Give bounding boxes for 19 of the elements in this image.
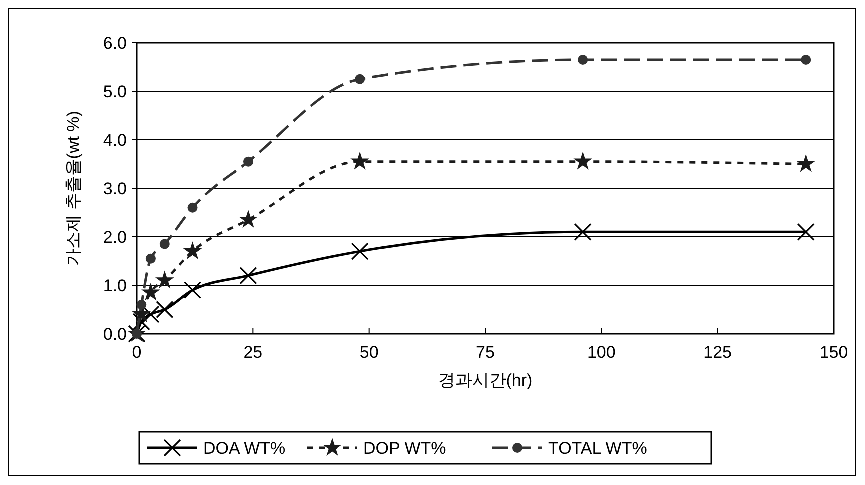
x-tick-label: 75: [476, 343, 495, 362]
legend-label: DOA WT%: [204, 439, 286, 458]
y-tick-label: 2.0: [103, 228, 127, 247]
y-tick-label: 3.0: [103, 180, 127, 198]
x-tick-label: 25: [244, 343, 263, 362]
y-tick-label: 5.0: [103, 82, 127, 102]
legend-label: DOP WT%: [364, 439, 446, 458]
legend-label: TOTAL WT%: [548, 439, 648, 458]
y-tick-label: 6.0: [103, 34, 127, 53]
x-tick-label: 0: [132, 343, 142, 362]
y-tick-label: 1.0: [103, 276, 127, 296]
x-tick-label: 50: [360, 343, 379, 362]
y-tick-label: 4.0: [103, 131, 127, 150]
x-tick-label: 150: [820, 343, 848, 362]
x-tick-label: 125: [704, 343, 732, 362]
y-axis-title: 가소제 추출율(wt %): [64, 111, 83, 266]
x-tick-label: 100: [587, 343, 616, 362]
y-tick-label: 0.0: [103, 325, 127, 344]
x-axis-title: 경과시간(hr): [438, 371, 533, 390]
